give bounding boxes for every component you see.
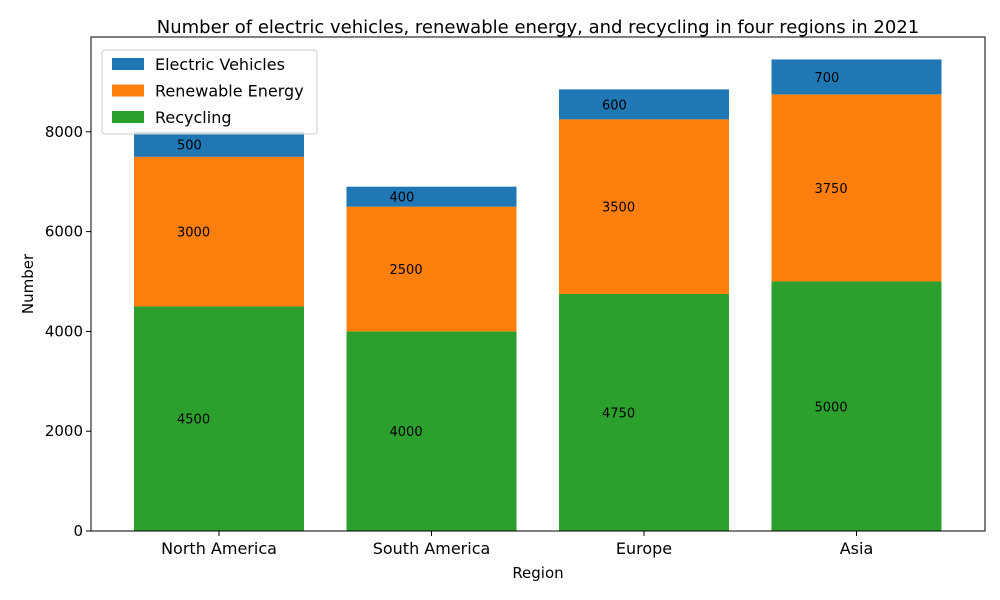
data-label-electric-vehicles-2: 600 (602, 98, 627, 113)
y-axis: 0 2000 4000 6000 8000 (45, 123, 91, 540)
y-tick-label-1: 2000 (45, 422, 83, 440)
legend-label-recycling: Recycling (155, 108, 232, 127)
legend-swatch-electric-vehicles (112, 58, 144, 70)
bar-electric-vehicles-2 (559, 89, 729, 120)
bar-renewable-energy-0 (134, 156, 304, 307)
data-label-electric-vehicles-3: 700 (815, 71, 840, 86)
y-tick-label-2: 4000 (45, 322, 83, 340)
y-axis-label: Number (19, 253, 37, 314)
bar-electric-vehicles-0 (134, 131, 304, 157)
bar-recycling-2 (559, 293, 729, 531)
data-label-renewable-energy-2: 3500 (602, 201, 635, 216)
data-label-recycling-3: 5000 (815, 400, 848, 415)
y-tick-label-0: 0 (73, 522, 83, 540)
x-tick-label-3: Asia (840, 539, 874, 558)
data-label-electric-vehicles-0: 500 (177, 138, 202, 153)
legend-swatch-recycling (112, 111, 144, 123)
data-label-renewable-energy-0: 3000 (177, 226, 210, 241)
bar-recycling-1 (346, 331, 517, 531)
data-label-electric-vehicles-1: 400 (390, 191, 415, 206)
data-label-recycling-0: 4500 (177, 413, 210, 428)
bar-electric-vehicles-1 (346, 186, 517, 207)
data-label-recycling-1: 4000 (390, 425, 423, 440)
x-tick-label-1: South America (373, 539, 491, 558)
x-tick-label-2: Europe (616, 539, 672, 558)
y-tick-label-4: 8000 (45, 123, 83, 141)
legend-label-renewable-energy: Renewable Energy (155, 82, 304, 101)
legend-label-electric-vehicles: Electric Vehicles (155, 55, 285, 74)
legend-swatch-renewable-energy (112, 84, 144, 97)
data-label-recycling-2: 4750 (602, 406, 635, 421)
plot-frame (90, 36, 986, 532)
x-axis: North America South America Europe Asia (161, 531, 873, 558)
bar-renewable-energy-2 (559, 119, 729, 294)
bar-recycling-0 (134, 306, 304, 531)
chart-title: Number of electric vehicles, renewable e… (157, 17, 920, 38)
data-labels-group: 4500 3000 500 4000 2500 400 4750 3500 600 5000 375… (177, 71, 848, 440)
data-label-renewable-energy-3: 3750 (815, 182, 848, 197)
bars-group (134, 59, 942, 531)
data-label-renewable-energy-1: 2500 (390, 263, 423, 278)
bar-renewable-energy-1 (346, 206, 517, 332)
x-tick-label-0: North America (161, 539, 277, 558)
x-axis-label: Region (512, 564, 563, 582)
legend-box (101, 49, 318, 135)
y-tick-label-3: 6000 (45, 223, 83, 241)
bar-electric-vehicles-3 (771, 59, 942, 95)
legend: Electric Vehicles Renewable Energy Recycli… (101, 49, 318, 135)
bar-recycling-3 (771, 281, 942, 531)
bar-renewable-energy-3 (771, 94, 942, 282)
